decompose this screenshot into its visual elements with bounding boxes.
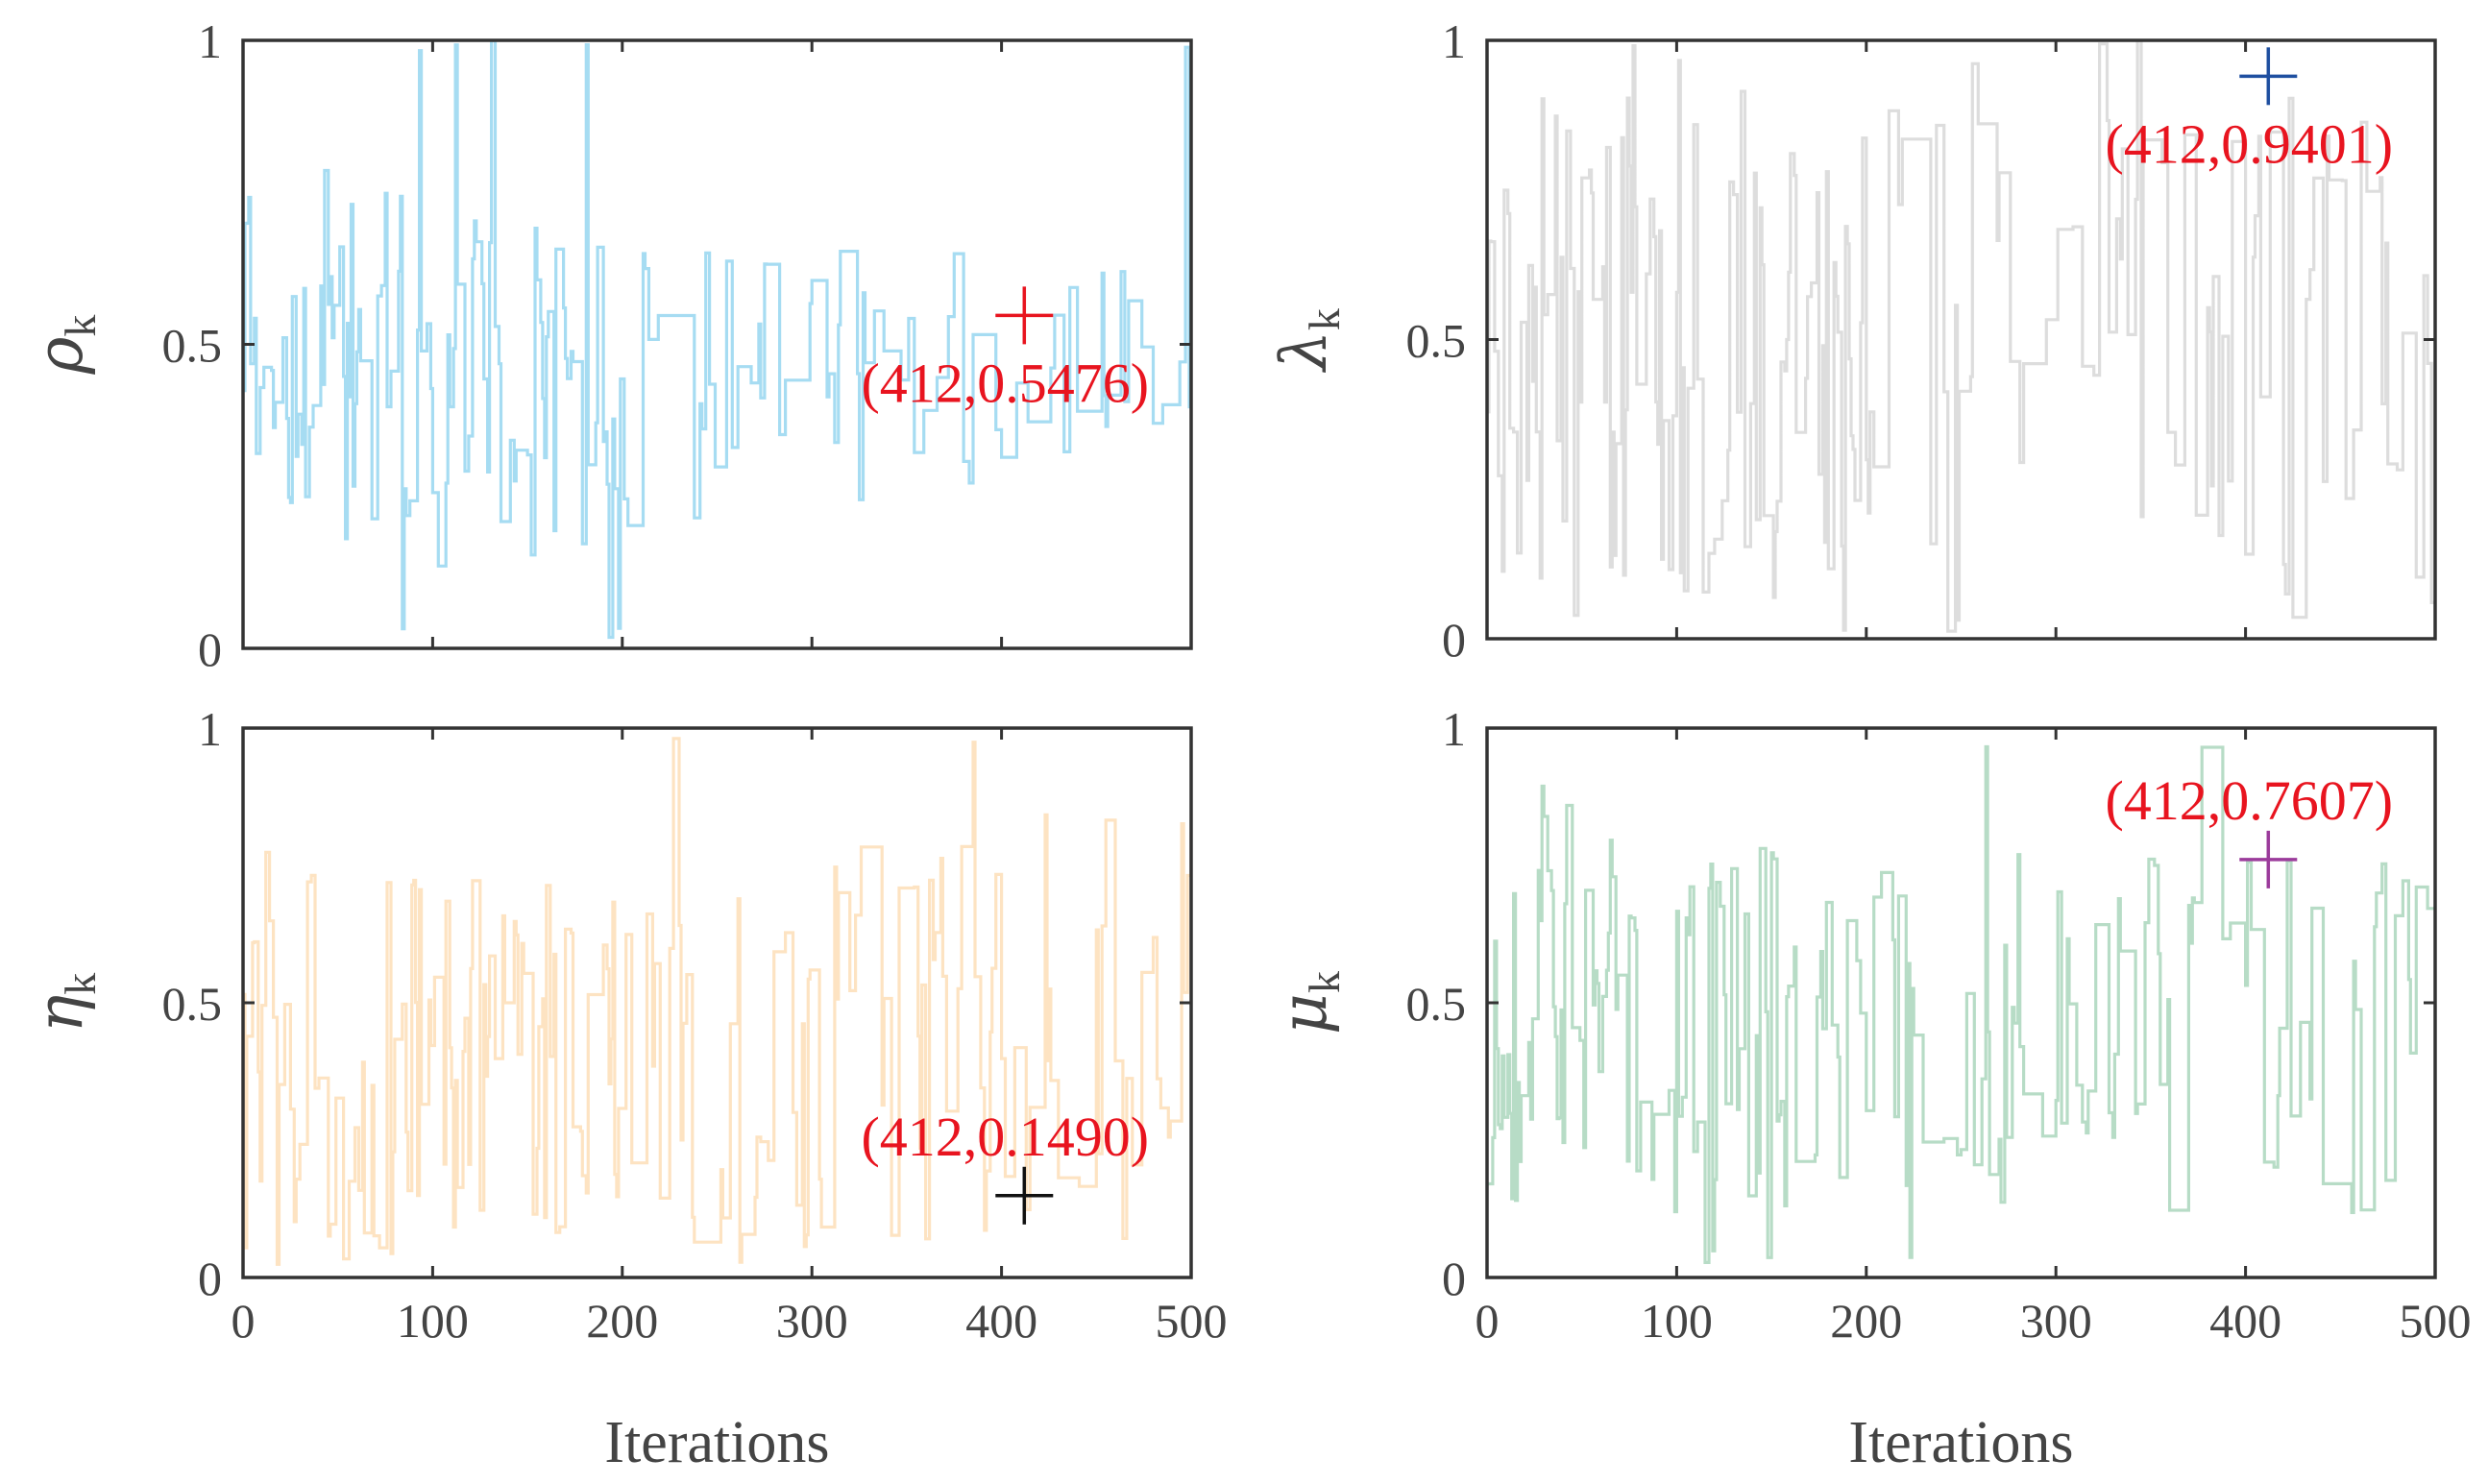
x-axis-label-eta: Iterations	[604, 1410, 829, 1475]
subplot-mu: 0 100 200 300 400 500 0 0.5 1 μk Iterations (412,0.…	[1267, 702, 2472, 1475]
y-axis-subscript-lambda: k	[1300, 308, 1349, 330]
x-tick-label-mu-1: 100	[1641, 1294, 1713, 1348]
marker-eta	[995, 1166, 1054, 1225]
y-axis-label-eta: ηk	[23, 973, 105, 1034]
annotation-eta: (412,0.1490)	[861, 1106, 1149, 1168]
subplot-rho: 0 0.5 1 ρk (412,0.5476)	[23, 14, 1193, 676]
series-line-lambda	[1487, 40, 2435, 633]
x-tick-label-mu-4: 400	[2209, 1294, 2281, 1348]
x-axis-label-mu: Iterations	[1848, 1410, 2073, 1475]
y-tick-label-rho-1: 0.5	[162, 319, 223, 373]
marker-mu	[2239, 830, 2298, 888]
subplot-eta: 0 100 200 300 400 500 0 0.5 1 ηk Iterations (412,0.…	[23, 702, 1228, 1475]
y-tick-label-eta-2: 1	[198, 702, 222, 756]
y-tick-label-mu-0: 0	[1442, 1252, 1466, 1305]
y-tick-label-lambda-2: 1	[1442, 14, 1466, 68]
series-line-eta	[243, 737, 1191, 1266]
y-tick-label-rho-0: 0	[198, 622, 222, 676]
y-tick-label-lambda-1: 0.5	[1406, 314, 1467, 368]
x-tick-label-eta-4: 400	[965, 1294, 1037, 1348]
x-tick-label-mu-0: 0	[1476, 1294, 1500, 1348]
x-tick-label-eta-0: 0	[232, 1294, 256, 1348]
x-tick-label-eta-2: 200	[586, 1294, 658, 1348]
y-axis-label-lambda: λk	[1267, 308, 1349, 374]
marker-rho	[995, 286, 1054, 345]
y-tick-label-rho-2: 1	[198, 14, 222, 68]
x-tick-label-mu-3: 300	[2020, 1294, 2092, 1348]
y-axis-symbol-rho: ρ	[23, 336, 97, 375]
x-tick-label-eta-1: 100	[397, 1294, 469, 1348]
y-axis-symbol-mu: μ	[1267, 993, 1341, 1034]
series-line-mu	[1487, 744, 2435, 1264]
annotation-mu: (412,0.7607)	[2105, 769, 2393, 832]
y-tick-label-mu-1: 0.5	[1406, 977, 1467, 1031]
y-axis-subscript-rho: k	[56, 315, 105, 337]
subplot-lambda: 0 0.5 1 λk (412,0.9401)	[1267, 14, 2437, 667]
y-axis-subscript-eta: k	[56, 973, 105, 995]
y-axis-subscript-mu: k	[1300, 971, 1349, 993]
annotation-lambda: (412,0.9401)	[2105, 112, 2393, 175]
y-tick-label-mu-2: 1	[1442, 702, 1466, 756]
x-tick-label-mu-2: 200	[1830, 1294, 1902, 1348]
y-tick-label-eta-1: 0.5	[162, 977, 223, 1031]
x-tick-label-eta-3: 300	[776, 1294, 848, 1348]
series-line-rho	[243, 40, 1191, 640]
y-tick-label-lambda-0: 0	[1442, 613, 1466, 667]
y-axis-symbol-lambda: λ	[1267, 330, 1341, 374]
x-tick-label-mu-5: 500	[2400, 1294, 2472, 1348]
y-axis-label-rho: ρk	[23, 315, 105, 376]
axes-frame-rho	[241, 38, 1193, 650]
y-tick-label-eta-0: 0	[198, 1252, 222, 1305]
annotation-rho: (412,0.5476)	[861, 352, 1149, 414]
y-axis-label-mu: μk	[1267, 971, 1349, 1034]
marker-lambda	[2239, 47, 2298, 106]
x-tick-label-eta-5: 500	[1156, 1294, 1228, 1348]
y-axis-symbol-eta: η	[23, 995, 97, 1034]
